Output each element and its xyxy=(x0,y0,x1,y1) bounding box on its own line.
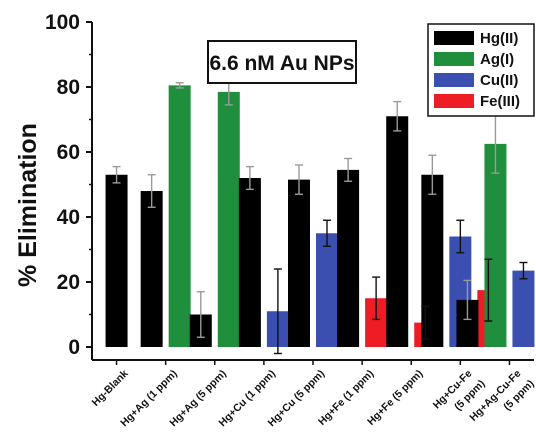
bar-hgii-3 xyxy=(238,178,261,347)
bar-hgii-4 xyxy=(288,179,310,347)
bar-cuii-4 xyxy=(316,233,338,347)
bar-feiii-5 xyxy=(365,298,388,347)
legend-label-0: Hg(II) xyxy=(480,30,518,47)
bar-hgii-7 xyxy=(421,174,444,347)
y-tick-label-0: 0 xyxy=(68,336,80,359)
y-tick-label-80: 80 xyxy=(57,76,80,99)
y-tick-labels: 0 20 40 60 80 100 xyxy=(45,11,80,359)
legend-swatch-3 xyxy=(434,94,474,108)
annotation-text: 6.6 nM Au NPs xyxy=(209,52,354,75)
annotation-box: 6.6 nM Au NPs xyxy=(207,40,357,84)
y-tick-label-100: 100 xyxy=(45,11,80,34)
bar-cuii-8 xyxy=(512,270,535,347)
axes xyxy=(86,21,534,365)
bar-hgii-1 xyxy=(140,191,163,347)
legend: Hg(II) Ag(I) Cu(II) Fe(III) xyxy=(427,23,535,117)
bar-hgii-5 xyxy=(337,169,360,347)
legend-swatch-2 xyxy=(434,73,474,87)
bar-hgii-6 xyxy=(386,116,409,347)
error-bar-group xyxy=(112,78,528,355)
legend-swatch-0 xyxy=(434,31,474,45)
x-category-label-0: Hg-Blank xyxy=(90,368,131,409)
y-tick-label-40: 40 xyxy=(57,206,80,229)
bar-agi-1 xyxy=(168,85,191,347)
legend-label-2: Cu(II) xyxy=(480,72,518,89)
legend-label-1: Ag(I) xyxy=(480,51,514,68)
y-axis-label: % Elimination xyxy=(14,123,42,287)
legend-swatch-1 xyxy=(434,52,474,66)
bar-series-group xyxy=(105,85,535,347)
bar-agi-8 xyxy=(484,143,507,347)
bar-agi-2 xyxy=(217,91,240,347)
legend-label-3: Fe(III) xyxy=(480,93,520,110)
bar-hgii-0 xyxy=(105,174,128,347)
y-tick-label-60: 60 xyxy=(57,141,80,164)
bar-hgii-8 xyxy=(456,299,479,347)
y-tick-label-20: 20 xyxy=(57,271,80,294)
